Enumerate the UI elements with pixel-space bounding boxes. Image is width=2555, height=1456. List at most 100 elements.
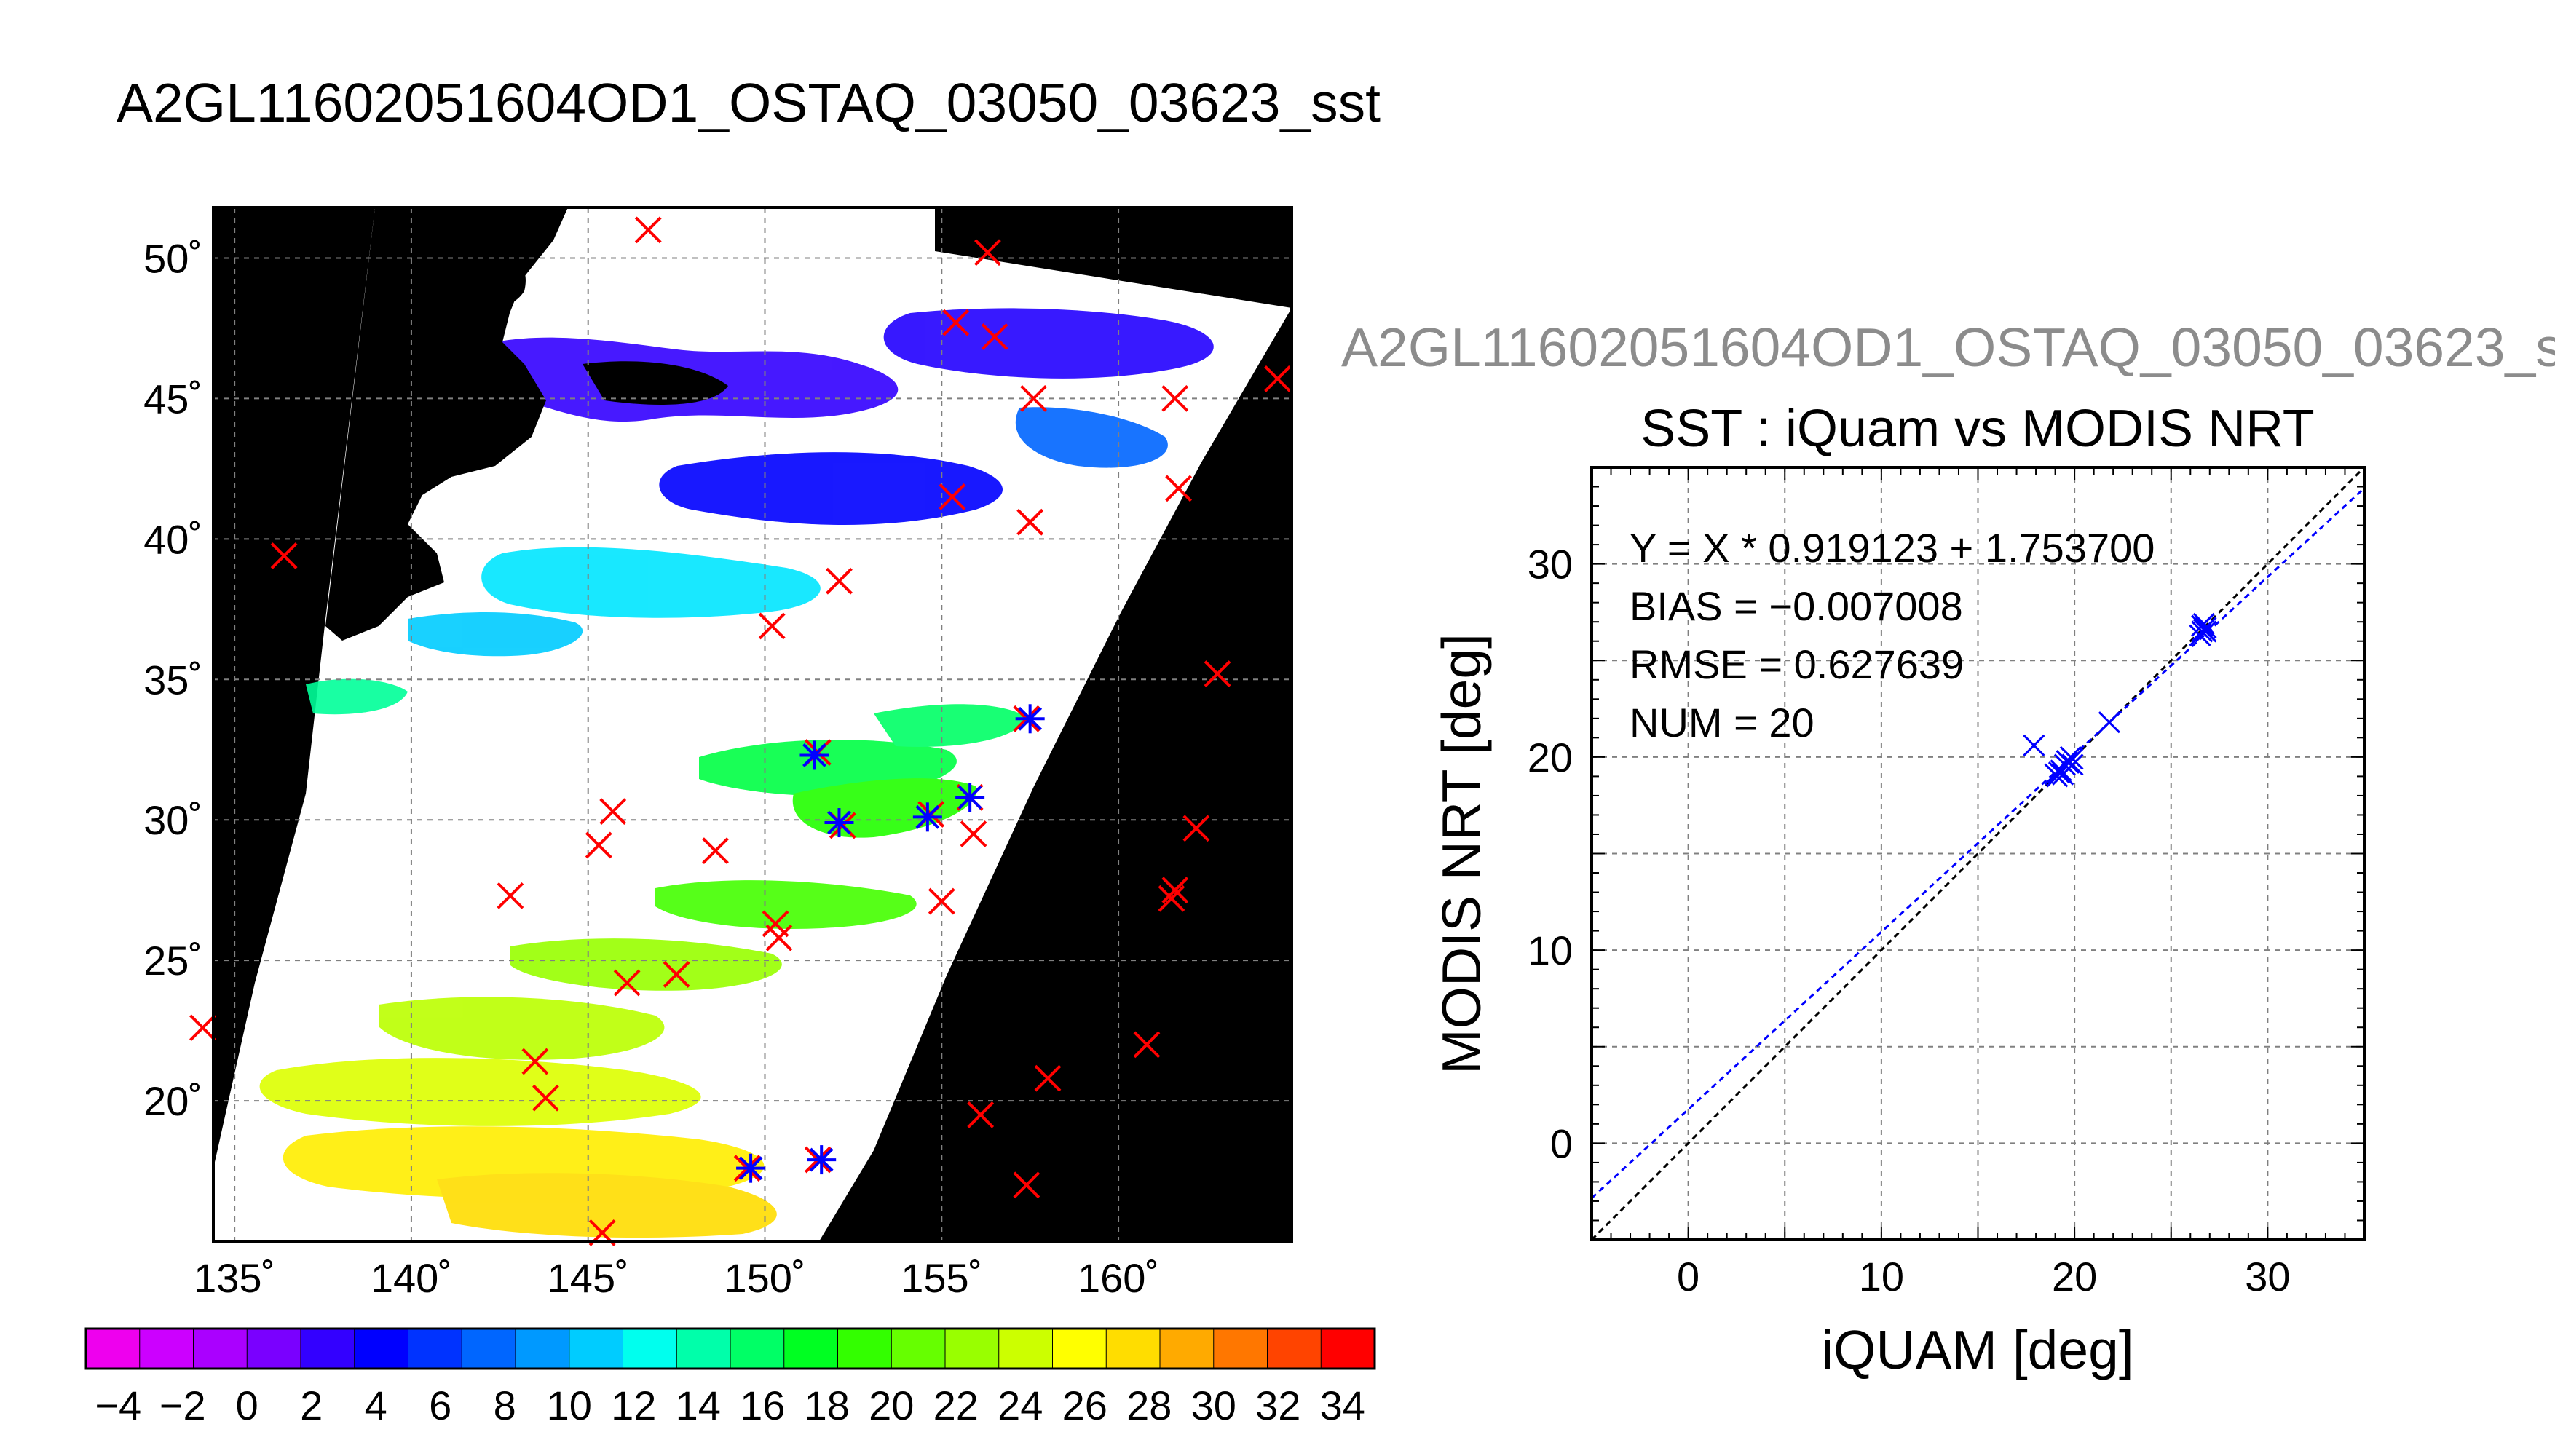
- matchup-marker: [912, 802, 942, 832]
- x-tick-label: 20: [2052, 1254, 2097, 1299]
- map-frame: [212, 206, 1293, 1243]
- colorbar-swatch: [569, 1329, 624, 1369]
- iquam-marker: [939, 483, 966, 510]
- iquam-marker: [497, 882, 524, 909]
- map-grid: [213, 207, 1292, 1241]
- colorbar-swatch: [783, 1329, 839, 1369]
- iquam-marker: [1013, 1171, 1040, 1199]
- iquam-marker-stroke: [762, 910, 789, 938]
- colorbar-tick-label: 12: [611, 1382, 656, 1428]
- colorbar-tick-label: 14: [676, 1382, 721, 1428]
- iquam-marker: [1034, 1064, 1062, 1092]
- scatter-point: [2053, 753, 2076, 776]
- scatter-point-stroke: [2098, 711, 2120, 734]
- bias-stat: BIAS = −0.007008: [1630, 583, 1963, 629]
- colorbar-swatch: [1321, 1329, 1375, 1369]
- lon-tick-label: 150˚: [724, 1255, 805, 1301]
- iquam-marker: [960, 820, 987, 847]
- iquam-marker-stroke: [1264, 365, 1291, 392]
- iquam-marker-stroke: [1020, 384, 1047, 412]
- colorbar-swatch: [945, 1329, 1000, 1369]
- sst-retrievals: [259, 308, 1214, 1238]
- iquam-marker-stroke: [1133, 1031, 1161, 1059]
- iquam-marker-stroke: [939, 483, 966, 510]
- matchup-marker-stroke: [738, 1156, 763, 1181]
- iquam-marker: [1133, 1031, 1161, 1059]
- scatter-title: SST : iQuam vs MODIS NRT: [1640, 400, 2315, 458]
- scatter-plot: SST : iQuam vs MODIS NRT 0 10 20 300102030 …: [1431, 400, 2366, 1380]
- colorbar-swatch: [354, 1329, 409, 1369]
- iquam-marker: [1158, 885, 1185, 912]
- iquam-marker: [758, 612, 786, 640]
- matchup-marker: [955, 783, 985, 812]
- lon-tick-label: 155˚: [901, 1255, 982, 1301]
- lon-tick-label: 160˚: [1078, 1255, 1159, 1301]
- iquam-marker: [967, 1101, 995, 1128]
- colorbar-tick-label: 18: [805, 1382, 850, 1428]
- iquam-marker: [532, 1084, 559, 1112]
- y-tick-label: 30: [1528, 542, 1573, 587]
- colorbar-swatch: [462, 1329, 516, 1369]
- colorbar: −4 −2 0 2 4 6 8 10 12 14 16 18 20 22 24 26 28 30 32 34: [84, 1327, 1376, 1428]
- iquam-marker-stroke: [585, 831, 612, 859]
- iquam-marker-stroke: [967, 1101, 995, 1128]
- iquam-marker-stroke: [270, 542, 298, 569]
- colorbar-tick-label: 32: [1255, 1382, 1300, 1428]
- iquam-marker: [1165, 475, 1193, 502]
- num-stat: NUM = 20: [1630, 700, 1814, 745]
- iquam-marker: [1161, 877, 1189, 904]
- colorbar-tick-label: 22: [933, 1382, 979, 1428]
- lat-tick-label: 20˚: [143, 1078, 202, 1124]
- scatter-point-stroke: [2053, 753, 2076, 776]
- iquam-marker-stroke: [1161, 384, 1189, 412]
- y-tick-label: 10: [1528, 927, 1573, 973]
- colorbar-swatch: [1052, 1329, 1107, 1369]
- matchup-marker-stroke: [802, 743, 826, 767]
- matchup-marker-stroke: [915, 804, 940, 829]
- lat-tick-label: 45˚: [143, 376, 202, 422]
- iquam-marker: [1264, 365, 1291, 392]
- matchup-marker-stroke: [809, 1147, 834, 1172]
- matchup-marker: [736, 1153, 766, 1183]
- iquam-marker: [599, 798, 627, 826]
- colorbar-swatch: [301, 1329, 355, 1369]
- rmse-stat: RMSE = 0.627639: [1630, 641, 1964, 687]
- colorbar-swatch: [516, 1329, 570, 1369]
- colorbar-swatch: [247, 1329, 301, 1369]
- iquam-marker: [942, 309, 970, 336]
- colorbar-frame: [84, 1327, 1376, 1370]
- iquam-marker-stroke: [1016, 508, 1044, 536]
- scatter-point: [2098, 711, 2120, 734]
- matchup-marker-stroke: [1018, 706, 1043, 731]
- y-axis-label: MODIS NRT [deg]: [1431, 633, 1492, 1075]
- fit-equation: Y = X * 0.919123 + 1.753700: [1630, 525, 2155, 571]
- iquam-marker-stroke: [1013, 1171, 1040, 1199]
- scatter-point-stroke: [2023, 734, 2045, 757]
- y-tick-label: 20: [1528, 735, 1573, 780]
- x-tick-label: 0: [1677, 1254, 1699, 1299]
- iquam-marker-stroke: [532, 1084, 559, 1112]
- scatter-point: [2052, 763, 2074, 786]
- y-tick-label: 0: [1550, 1120, 1573, 1166]
- iquam-marker-stroke: [765, 924, 793, 951]
- x-axis-label: iQUAM [deg]: [1821, 1319, 2133, 1380]
- colorbar-tick-label: 20: [869, 1382, 914, 1428]
- colorbar-tick-label: 26: [1062, 1382, 1107, 1428]
- colorbar-tick-label: 16: [740, 1382, 785, 1428]
- scatter-annotations: Y = X * 0.919123 + 1.753700 BIAS = −0.00…: [1630, 525, 2155, 745]
- map-markers: [189, 216, 1291, 1246]
- iquam-marker: [1020, 384, 1047, 412]
- iquam-marker-stroke: [189, 1014, 216, 1042]
- colorbar-swatch: [1267, 1329, 1322, 1369]
- map-tick-labels: 135˚ 140˚ 145˚ 150˚ 155˚ 160˚ 50˚ 45˚ 40˚ 35˚ 30˚ 2…: [143, 235, 1159, 1301]
- iquam-marker: [634, 216, 662, 244]
- iquam-marker-stroke: [942, 309, 970, 336]
- lat-tick-label: 50˚: [143, 235, 202, 281]
- iquam-marker-stroke: [960, 820, 987, 847]
- iquam-marker-stroke: [1158, 885, 1185, 912]
- iquam-marker-stroke: [1034, 1064, 1062, 1092]
- iquam-marker: [765, 924, 793, 951]
- colorbar-swatch: [86, 1329, 141, 1369]
- colorbar-tick-labels: −4 −2 0 2 4 6 8 10 12 14 16 18 20 22 24 26 28 30 32 34: [95, 1382, 1365, 1428]
